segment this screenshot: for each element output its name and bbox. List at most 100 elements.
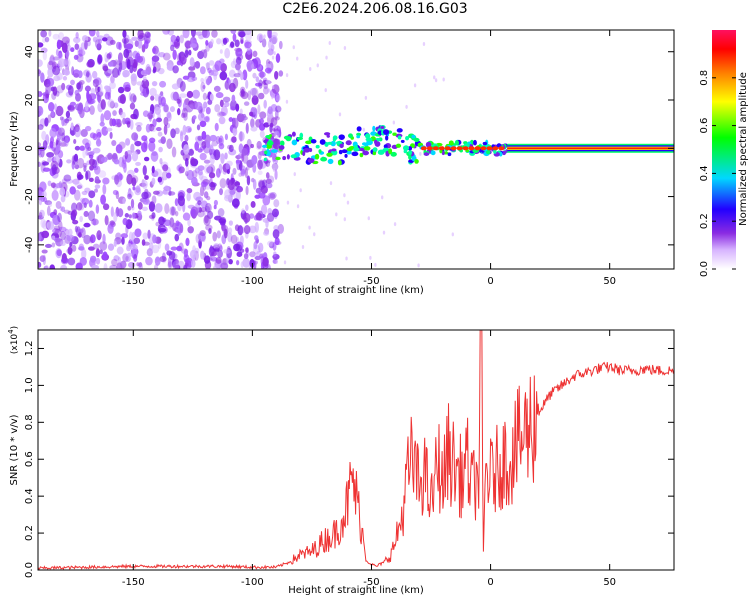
heatmap-cell: [120, 260, 127, 269]
heatmap-cell: [51, 147, 56, 152]
heatmap-cell: [58, 226, 67, 232]
heatmap-cell: [38, 59, 43, 67]
heatmap-cell: [171, 146, 177, 158]
heatmap-cell: [143, 241, 150, 246]
heatmap-cell: [161, 170, 168, 181]
heatmap-cell: [72, 178, 80, 185]
y-tick-label: 0.6: [24, 451, 35, 467]
heatmap-cell: [242, 113, 247, 119]
heatmap-cell: [151, 165, 155, 174]
heatmap-cell: [80, 129, 88, 138]
heatmap-cell: [181, 112, 186, 119]
heatmap-cell: [128, 92, 132, 102]
heatmap-cell: [163, 184, 170, 196]
heatmap-cell: [103, 110, 112, 121]
heatmap-cell: [142, 69, 150, 75]
heatmap-cell: [40, 72, 45, 83]
heatmap-cell: [213, 199, 218, 206]
heatmap-cell: [70, 79, 75, 86]
heatmap-cell: [60, 230, 66, 241]
heatmap-cell: [78, 80, 85, 85]
heatmap-cell: [75, 262, 83, 269]
heatmap-cell: [95, 248, 100, 258]
heatmap-cell: [255, 212, 262, 221]
heatmap-cell: [219, 71, 228, 81]
heatmap-cell: [130, 198, 135, 209]
heatmap-cell: [190, 30, 196, 38]
heatmap-cell: [310, 139, 317, 144]
heatmap-cell: [159, 157, 163, 165]
heatmap-cell: [102, 203, 110, 211]
heatmap-cell: [158, 52, 166, 58]
heatmap-cell: [66, 234, 75, 242]
heatmap-cell: [63, 69, 70, 76]
heatmap-cell: [55, 182, 63, 189]
heatmap-cell: [71, 209, 78, 217]
heatmap-cell: [159, 256, 167, 263]
heatmap-cell: [237, 185, 242, 192]
heatmap-cell: [234, 39, 240, 48]
heatmap-cell: [113, 240, 117, 247]
heatmap-cell: [204, 215, 209, 224]
heatmap-cell: [249, 111, 254, 117]
heatmap-cell: [273, 224, 279, 231]
heatmap-cell: [232, 117, 239, 129]
heatmap-cell: [95, 128, 102, 140]
heatmap-cell: [215, 168, 221, 178]
heatmap-cell: [244, 167, 248, 179]
heatmap-cell: [217, 208, 225, 217]
heatmap-cell: [152, 118, 157, 128]
heatmap-cell: [125, 138, 131, 146]
heatmap-cell: [46, 205, 51, 216]
heatmap-cell: [131, 212, 136, 219]
heatmap-cell: [246, 175, 251, 186]
heatmap-cell: [257, 242, 264, 253]
heatmap-cell: [218, 142, 225, 150]
heatmap-cell: [205, 62, 210, 67]
heatmap-cell: [369, 255, 372, 260]
heatmap-cell: [425, 141, 432, 148]
heatmap-cell: [242, 69, 248, 81]
heatmap-cell: [172, 49, 177, 60]
heatmap-cell: [374, 262, 377, 267]
heatmap-cell: [202, 85, 206, 90]
heatmap-cell: [338, 134, 345, 140]
x-tick-label: -100: [241, 577, 264, 588]
heatmap-cell: [197, 200, 202, 206]
heatmap-cell: [135, 161, 141, 166]
heatmap-cell: [75, 92, 81, 102]
heatmap-cell: [188, 66, 196, 71]
y-tick-label: -20: [24, 188, 35, 204]
x-tick-label: -50: [363, 577, 379, 588]
heatmap-cell: [441, 151, 445, 156]
heatmap-cell: [69, 242, 73, 247]
heatmap-cell: [220, 153, 225, 165]
heatmap-cell: [241, 208, 245, 214]
heatmap-cell: [61, 132, 66, 142]
heatmap-cell: [142, 232, 149, 240]
chart-title: C2E6.2024.206.08.16.G03: [282, 1, 468, 17]
heatmap-cell: [130, 93, 137, 104]
heatmap-cell: [98, 170, 107, 178]
heatmap-cell: [262, 144, 268, 149]
heatmap-cell: [127, 193, 132, 200]
heatmap-axes: -150 -100 -50 0 50 -40 -20 0 20 40: [24, 30, 674, 287]
heatmap-cell: [163, 104, 169, 113]
heatmap-cell: [112, 67, 120, 78]
heatmap-cell: [200, 181, 208, 187]
heatmap-cell: [105, 127, 113, 132]
heatmap-cell: [38, 69, 42, 75]
heatmap-cell: [290, 154, 298, 159]
heatmap-cell: [246, 47, 252, 55]
heatmap-cell: [272, 152, 276, 163]
heatmap-cell: [160, 96, 166, 107]
heatmap-cell: [74, 43, 80, 50]
heatmap-cell: [83, 222, 91, 228]
heatmap-cell: [252, 178, 257, 190]
heatmap-cell: [60, 206, 66, 213]
heatmap-cell: [88, 177, 94, 183]
heatmap-cell: [164, 203, 170, 214]
heatmap-cell: [176, 98, 181, 104]
heatmap-cell: [149, 87, 157, 97]
heatmap-cell: [246, 59, 255, 71]
